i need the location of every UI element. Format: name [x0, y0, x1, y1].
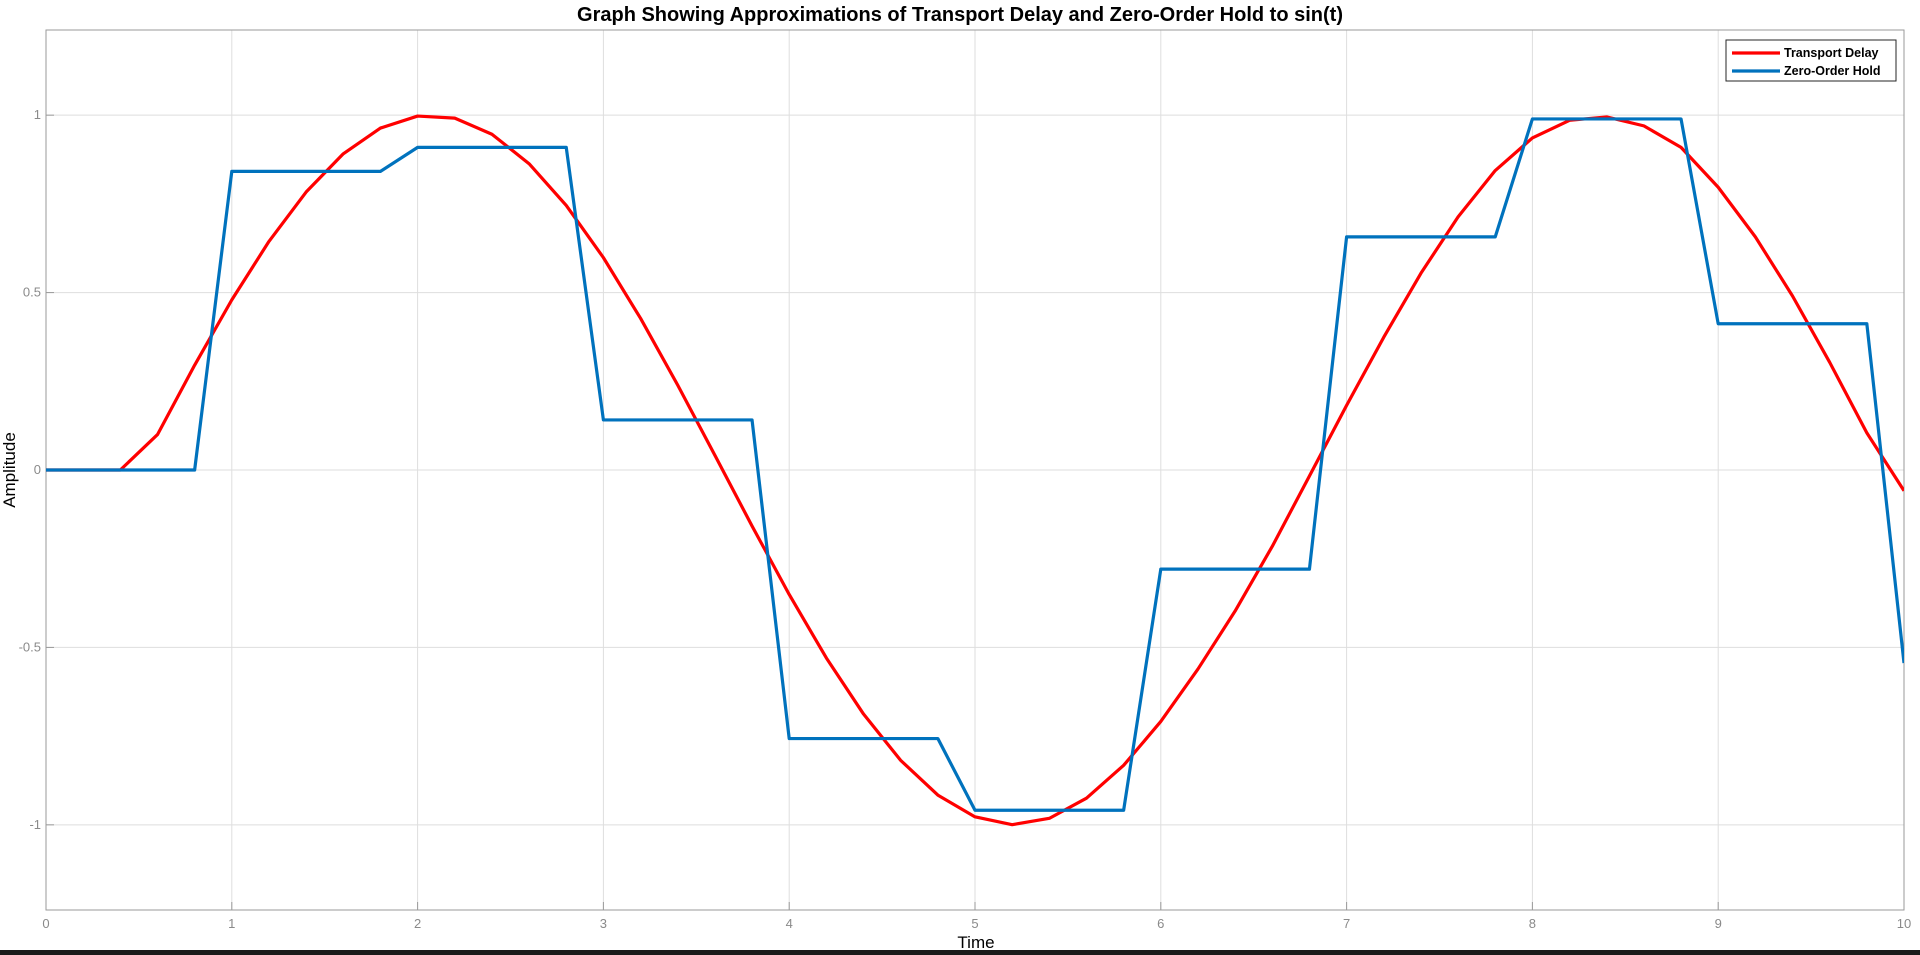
grid: [45, 30, 1905, 910]
x-tick-label: 5: [971, 916, 978, 931]
legend[interactable]: Transport Delay Zero-Order Hold: [1725, 39, 1897, 82]
legend-box: [1725, 39, 1897, 82]
tick-labels: 0 1 2 3 4 5 6 7 8 9 10 -1 -0.5 0 0.5 1: [19, 107, 1912, 931]
series-line-zero-order-hold[interactable]: [46, 117, 1904, 812]
x-tick-label: 8: [1529, 916, 1536, 931]
y-tick-label: -0.5: [19, 639, 41, 654]
legend-label-transport-delay: Transport Delay: [1784, 46, 1879, 60]
x-tick-label: 0: [42, 916, 49, 931]
legend-label-zero-order-hold: Zero-Order Hold: [1784, 64, 1881, 78]
x-tick-label: 2: [414, 916, 421, 931]
y-tick-label: -1: [29, 817, 41, 832]
x-tick-label: 3: [600, 916, 607, 931]
x-tick-label: 9: [1715, 916, 1722, 931]
x-tick-label: 7: [1343, 916, 1350, 931]
y-tick-label: 0: [34, 462, 41, 477]
x-tick-label: 10: [1897, 916, 1911, 931]
x-tick-label: 6: [1157, 916, 1164, 931]
x-axis-label: Time: [957, 933, 994, 952]
x-tick-label: 4: [786, 916, 793, 931]
series-lines: [46, 114, 1904, 827]
window-bottom-border: [0, 950, 1920, 955]
y-tick-label: 1: [34, 107, 41, 122]
y-axis-label: Amplitude: [0, 432, 19, 508]
y-tick-label: 0.5: [23, 285, 41, 300]
x-tick-label: 1: [228, 916, 235, 931]
chart-title: Graph Showing Approximations of Transpor…: [577, 4, 1343, 26]
